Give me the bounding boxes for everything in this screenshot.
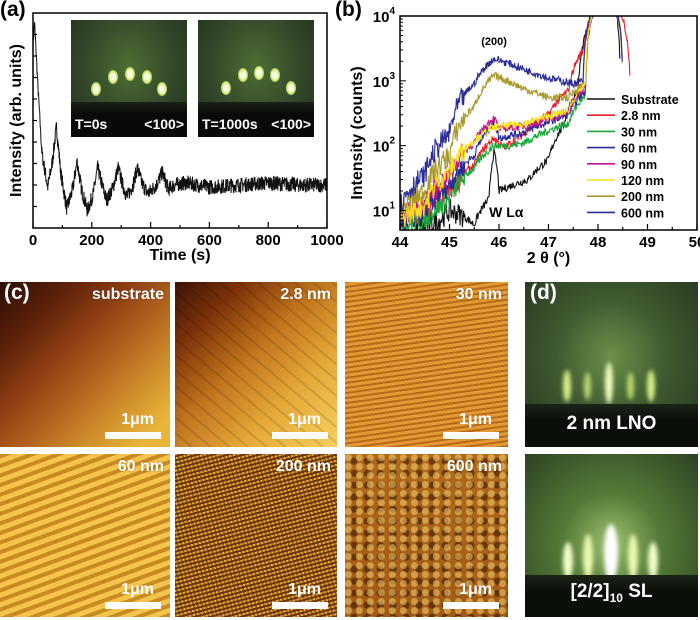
y-tick-label: 104 bbox=[373, 6, 396, 26]
x-tick-label: 400 bbox=[138, 232, 163, 249]
panel-label-d: (d) bbox=[530, 281, 557, 304]
legend-entry: 60 nm bbox=[621, 142, 657, 156]
scale-bar bbox=[272, 432, 328, 439]
y-tick-label: 101 bbox=[373, 200, 396, 220]
scale-bar-label: 1μm bbox=[459, 581, 492, 598]
series-600-nm bbox=[400, 16, 623, 211]
y-tick-exponent: 4 bbox=[389, 6, 395, 17]
scale-bar-label: 1μm bbox=[288, 411, 321, 428]
y-tick-exponent: 3 bbox=[389, 71, 395, 82]
afm-image-substrate: substrate 1μm bbox=[0, 282, 170, 447]
afm-thickness-label: 200 nm bbox=[275, 458, 331, 475]
legend-entry: 120 nm bbox=[621, 174, 664, 188]
scale-bar-label: 1μm bbox=[288, 581, 321, 598]
y-tick-label: 102 bbox=[373, 136, 396, 156]
line-annotation: W Lα bbox=[489, 204, 524, 220]
x-tick-label: 48 bbox=[590, 234, 607, 251]
legend-entry: 90 nm bbox=[621, 158, 657, 172]
x-tick-label: 0 bbox=[29, 232, 37, 249]
panel-label-b: (b) bbox=[335, 0, 362, 21]
x-tick-label: 1000 bbox=[310, 232, 343, 249]
legend-entry: 30 nm bbox=[621, 125, 657, 139]
x-axis-label: Time (s) bbox=[149, 247, 210, 264]
scale-bar bbox=[443, 602, 499, 609]
rheed-inset-t0: T=0s <100> bbox=[71, 20, 187, 137]
y-tick-label: 103 bbox=[373, 71, 396, 91]
inset-time-label: T=1000s bbox=[202, 116, 258, 132]
xrd-chart: 44 45 46 47 48 49 50 101 102 103 104 2 θ (°) Intensi… bbox=[349, 6, 700, 267]
series-substrate bbox=[414, 16, 621, 230]
scale-bar bbox=[443, 432, 499, 439]
legend-entry: Substrate bbox=[621, 93, 679, 107]
afm-thickness-label: 30 nm bbox=[455, 286, 502, 303]
x-tick-label: 47 bbox=[540, 234, 557, 251]
scale-bar bbox=[105, 432, 161, 439]
afm-thickness-label: 600 nm bbox=[446, 458, 502, 475]
rheed-inset-t1000: T=1000s <100> bbox=[198, 20, 314, 137]
legend-entry: 200 nm bbox=[621, 190, 664, 204]
scale-bar-label: 1μm bbox=[459, 411, 492, 428]
x-tick-label: 800 bbox=[256, 232, 281, 249]
y-axis-label: Intensity (counts) bbox=[349, 66, 366, 199]
legend-entry: 600 nm bbox=[621, 206, 664, 220]
y-axis-label: Intensity (arb. units) bbox=[8, 44, 25, 197]
x-tick-label: 45 bbox=[441, 234, 458, 251]
x-tick-label: 200 bbox=[79, 232, 104, 249]
afm-thickness-label: 60 nm bbox=[117, 458, 164, 475]
legend-entry: 2.8 nm bbox=[621, 109, 661, 123]
inset-direction-label: <100> bbox=[271, 116, 311, 132]
x-tick-label: 50 bbox=[689, 234, 700, 251]
series-30-nm bbox=[400, 16, 623, 230]
x-tick-label: 49 bbox=[639, 234, 656, 251]
inset-direction-label: <100> bbox=[144, 116, 184, 132]
afm-image-200-nm: 200 nm 1μm bbox=[175, 454, 337, 617]
scale-bar bbox=[272, 602, 328, 609]
afm-image-60-nm: 60 nm 1μm bbox=[0, 454, 170, 617]
afm-image-2-8-nm: 2.8 nm 1μm bbox=[175, 282, 337, 447]
time-intensity-chart: 0 200 400 600 800 1000 Time (s) Intensity (arb.… bbox=[8, 12, 344, 264]
rheed-image-lno: 2 nm LNO bbox=[525, 282, 698, 447]
afm-image-600-nm: 600 nm 1μm bbox=[345, 454, 508, 617]
x-tick-label: 600 bbox=[197, 232, 222, 249]
scale-bar bbox=[105, 602, 161, 609]
inset-time-label: T=0s bbox=[75, 116, 108, 132]
scale-bar-label: 1μm bbox=[121, 411, 154, 428]
x-tick-label: 44 bbox=[392, 234, 409, 251]
afm-thickness-label: substrate bbox=[91, 286, 164, 303]
x-axis-label: 2 θ (°) bbox=[527, 250, 571, 267]
intensity-trace bbox=[32, 22, 328, 217]
peak-annotation: (200) bbox=[481, 36, 507, 48]
rheed-image-superlattice: [2/2]10 SL bbox=[525, 454, 698, 617]
afm-thickness-label: 2.8 nm bbox=[280, 286, 331, 303]
x-tick-label: 46 bbox=[491, 234, 508, 251]
panel-label-a: (a) bbox=[0, 0, 26, 21]
y-tick-exponent: 1 bbox=[389, 200, 395, 211]
afm-image-30-nm: 30 nm 1μm bbox=[345, 282, 508, 447]
y-tick-exponent: 2 bbox=[389, 136, 395, 147]
rheed-label: [2/2]10 SL bbox=[570, 581, 653, 605]
rheed-label: 2 nm LNO bbox=[566, 413, 657, 434]
scale-bar-label: 1μm bbox=[121, 581, 154, 598]
panel-label-c: (c) bbox=[4, 281, 30, 304]
series-90-nm bbox=[400, 16, 623, 226]
